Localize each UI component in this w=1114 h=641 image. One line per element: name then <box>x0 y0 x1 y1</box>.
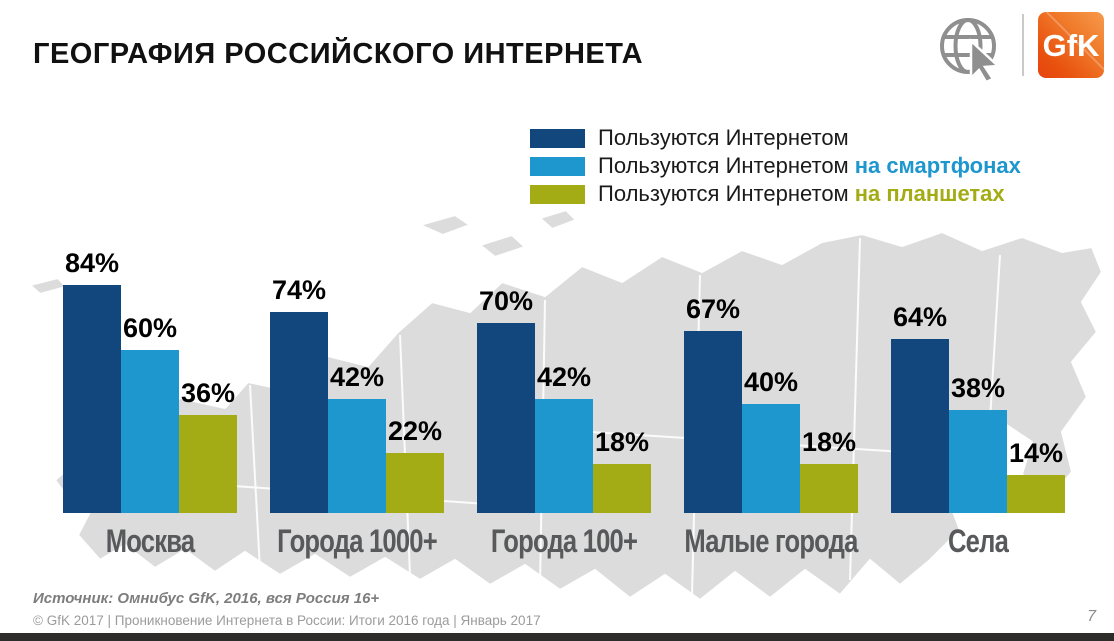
bar <box>179 415 237 513</box>
bar <box>270 312 328 513</box>
bar-cell: 22% <box>386 416 444 513</box>
bar <box>800 464 858 513</box>
bar <box>63 285 121 513</box>
bar-cell: 38% <box>949 373 1007 513</box>
legend-label: Пользуются Интернетом на смартфонах <box>598 153 1021 178</box>
bar <box>386 453 444 513</box>
source-note: Источник: Омнибус GfK, 2016, вся Россия … <box>33 590 380 607</box>
legend-swatch-internet <box>530 128 585 148</box>
bar <box>593 464 651 513</box>
bar-cell: 70% <box>477 286 535 513</box>
bar-cell: 18% <box>593 427 651 513</box>
value-label: 64% <box>892 302 948 332</box>
chart-legend: Пользуются Интернетом Пользуются Интерне… <box>530 124 1021 208</box>
bar <box>328 399 386 513</box>
value-label: 22% <box>387 416 443 446</box>
page-title: ГЕОГРАФИЯ РОССИЙСКОГО ИНТЕРНЕТА <box>33 38 644 70</box>
bar-cell: 14% <box>1007 438 1065 513</box>
value-label: 67% <box>685 294 741 324</box>
bar-cell: 42% <box>328 362 386 513</box>
value-label: 60% <box>122 313 178 343</box>
category-label: Города 100+ <box>490 523 638 559</box>
bar-cell: 60% <box>121 313 179 513</box>
bar-cell: 40% <box>742 367 800 513</box>
value-label: 70% <box>478 286 534 316</box>
value-label: 42% <box>536 362 592 392</box>
bar-cell: 67% <box>684 294 742 513</box>
bar-group-3: 70% 42% 18% Города 100+ <box>477 286 651 559</box>
bar-cell: 36% <box>179 378 237 513</box>
value-label: 40% <box>743 367 799 397</box>
bar-cell: 84% <box>63 248 121 513</box>
gfk-logo-text: GfK <box>1042 28 1100 63</box>
header-divider <box>1022 14 1024 76</box>
bar-cell: 42% <box>535 362 593 513</box>
bar-group-1: 84% 60% 36% Москва <box>63 248 237 559</box>
category-label: Села <box>947 523 1009 559</box>
legend-item-tablet: Пользуются Интернетом на планшетах <box>530 180 1021 208</box>
bottom-strip <box>0 633 1114 641</box>
category-label: Малые города <box>684 523 858 559</box>
bar <box>121 350 179 513</box>
bar <box>684 331 742 513</box>
bar <box>742 404 800 513</box>
value-label: 14% <box>1008 438 1064 468</box>
bar-group-4: 67% 40% 18% Малые города <box>684 294 858 559</box>
brand-area: GfK <box>938 10 1108 82</box>
bar <box>535 399 593 513</box>
legend-swatch-smartphone <box>530 156 585 176</box>
bar-group-2: 74% 42% 22% Города 1000+ <box>270 275 444 559</box>
legend-swatch-tablet <box>530 184 585 204</box>
copyright-note: © GfK 2017 | Проникновение Интернета в Р… <box>33 613 541 628</box>
bar <box>1007 475 1065 513</box>
value-label: 18% <box>594 427 650 457</box>
value-label: 74% <box>271 275 327 305</box>
legend-label: Пользуются Интернетом на планшетах <box>598 181 1005 206</box>
value-label: 84% <box>64 248 120 278</box>
category-label: Москва <box>105 523 195 559</box>
gfk-logo: GfK <box>1038 12 1104 78</box>
bar <box>891 339 949 513</box>
bar-cell: 74% <box>270 275 328 513</box>
legend-item-internet: Пользуются Интернетом <box>530 124 1021 152</box>
bar <box>477 323 535 513</box>
value-label: 38% <box>950 373 1006 403</box>
legend-item-smartphone: Пользуются Интернетом на смартфонах <box>530 152 1021 180</box>
bar-cell: 18% <box>800 427 858 513</box>
value-label: 42% <box>329 362 385 392</box>
bar-group-5: 64% 38% 14% Села <box>891 302 1065 559</box>
bar <box>949 410 1007 513</box>
value-label: 18% <box>801 427 857 457</box>
value-label: 36% <box>180 378 236 408</box>
bar-cell: 64% <box>891 302 949 513</box>
category-label: Города 1000+ <box>277 523 438 559</box>
globe-cursor-icon <box>940 18 1001 82</box>
page-number: 7 <box>1087 608 1096 625</box>
legend-label: Пользуются Интернетом <box>598 125 849 150</box>
